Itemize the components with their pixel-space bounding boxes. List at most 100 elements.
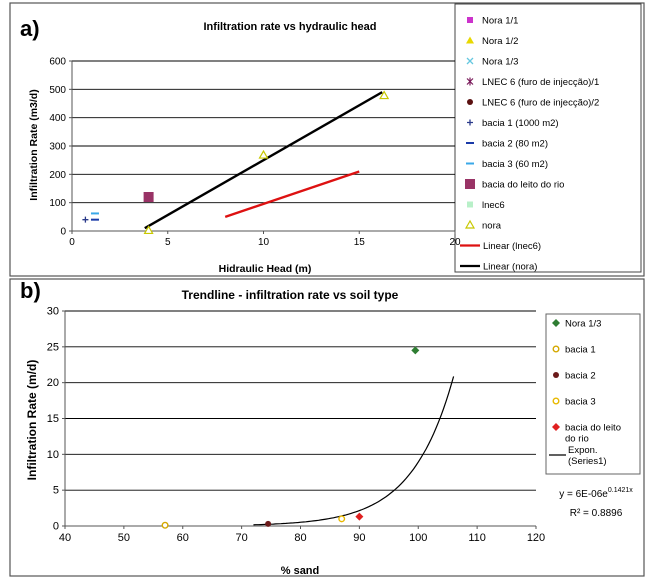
legend-b-label-0: Nora 1/3 [565,319,601,330]
chart-b-legend-box [545,313,641,475]
legend-a-label-9: lnec6 [482,200,505,211]
y-tick-label: 0 [60,227,66,238]
legend-b-label-1: bacia 1 [565,345,596,356]
chart-a-trendlines [144,91,383,230]
y-tick-label: 25 [47,341,59,353]
chart-b-gridlines [65,310,536,491]
data-point-a-8-0 [143,192,154,202]
trendline-1 [144,91,383,230]
legend-a-label-10: nora [482,221,502,232]
data-point-b-2-0 [265,520,272,527]
chart-b: b) Trendline - infiltration rate vs soil… [20,278,641,577]
x-tick-label: 15 [354,237,366,248]
legend-a-marker-0 [467,17,473,23]
chart-a-legend-box [454,3,642,273]
legend-a-marker-9 [467,201,473,208]
y-tick-label: 20 [47,377,59,389]
legend-a-marker-5 [467,119,473,126]
y-tick-label: 30 [47,306,59,318]
x-tick-label: 80 [294,532,306,544]
chart-a-xlabel: Hidraulic Head (m) [219,263,312,275]
data-point-b-0-0 [411,346,420,355]
legend-a-label-0: Nora 1/1 [482,16,518,27]
x-tick-label: 90 [353,532,365,544]
y-tick-label: 200 [49,170,66,181]
x-tick-label: 0 [69,237,75,248]
legend-a-label-8: bacia do leito do rio [482,180,564,191]
legend-a-marker-8 [465,179,475,189]
legend-a-trend-label-0: Linear (lnec6) [483,241,541,252]
chart-b-trendline [253,376,455,526]
chart-b-equation: y = 6E-06e0.1421x [559,487,633,500]
panel-b-label: b) [20,278,41,303]
legend-a-marker-2 [466,57,474,65]
panel-a-label: a) [20,16,40,41]
data-point-a-10-1 [258,149,269,159]
x-tick-label: 20 [449,237,461,248]
chart-a-tick-labels: 0 100 200 300 400 500 600 0 5 10 15 20 [49,57,461,249]
legend-a-label-2: Nora 1/3 [482,57,518,68]
legend-b-label-2: bacia 2 [565,371,596,382]
legend-a-marker-4 [467,99,473,105]
x-tick-label: 100 [409,532,427,544]
legend-a-marker-10 [464,219,476,229]
legend-a-label-3: LNEC 6 (furo de injecção)/1 [482,77,599,88]
y-tick-label: 10 [47,449,59,461]
chart-a: a) Infiltration rate vs hydraulic head 0… [20,3,642,275]
y-tick-label: 5 [53,485,59,497]
chart-b-r2: R² = 0.8896 [570,508,623,519]
legend-b-marker-4 [552,423,560,431]
legend-b-marker-2 [553,372,559,378]
y-tick-label: 500 [49,85,66,96]
x-tick-label: 5 [165,237,171,248]
chart-b-tick-labels: 0 5 10 15 20 25 30 40 50 60 70 80 90 100 110 120 [47,306,545,545]
x-tick-label: 60 [177,532,189,544]
legend-b-marker-1 [552,345,560,353]
y-tick-label: 0 [53,521,59,533]
chart-a-gridlines [72,60,455,204]
y-tick-label: 400 [49,113,66,124]
legend-b-marker-0 [552,319,560,327]
legend-a-label-4: LNEC 6 (furo de injecção)/2 [482,98,599,109]
y-tick-label: 300 [49,142,66,153]
x-tick-label: 50 [118,532,130,544]
legend-a-marker-3 [466,77,474,86]
data-point-b-3-0 [338,515,346,523]
chart-b-axes [62,310,537,529]
y-tick-label: 100 [49,198,66,209]
legend-b-label-4: bacia do leito do rio [565,423,621,445]
legend-a-label-1: Nora 1/2 [482,36,518,47]
y-tick-label: 15 [47,413,59,425]
data-point-a-5-0 [82,216,89,223]
legend-a-trend-label-1: Linear (nora) [483,262,537,273]
legend-a-marker-1 [466,36,474,44]
chart-a-axes [69,60,456,234]
x-tick-label: 110 [468,532,486,544]
chart-b-ylabel: Infiltration Rate (m/d) [25,360,39,481]
chart-b-xlabel: % sand [281,565,320,577]
x-tick-label: 120 [527,532,545,544]
chart-b-title: Trendline - infiltration rate vs soil ty… [182,288,399,302]
x-tick-label: 40 [59,532,71,544]
chart-a-legend: Nora 1/1 Nora 1/2 Nora 1/3 LNEC 6 (furo de … [460,16,599,273]
data-point-a-10-2 [379,90,390,100]
chart-a-title: Infiltration rate vs hydraulic head [204,21,377,33]
legend-b-marker-3 [552,397,560,405]
chart-b-legend: Nora 1/3 bacia 1 bacia 2 bacia 3 bacia do le… [549,319,621,467]
trendline-0 [224,170,360,218]
data-point-a-10-0 [143,225,154,235]
chart-a-points [82,90,390,235]
exponential-trendline [253,376,455,526]
x-tick-label: 70 [236,532,248,544]
y-tick-label: 600 [49,57,66,68]
legend-b-label-3: bacia 3 [565,397,596,408]
legend-a-label-5: bacia 1 (1000 m2) [482,118,559,129]
chart-b-points [161,346,420,529]
legend-a-label-6: bacia 2 (80 m2) [482,139,548,150]
legend-a-label-7: bacia 3 (60 m2) [482,159,548,170]
chart-a-ylabel: Infiltration Rate (m3/d) [28,89,40,200]
data-point-b-1-0 [161,521,169,529]
data-point-b-4-0 [355,512,364,521]
legend-b-trend-label: Expon. (Series1) [568,445,607,467]
